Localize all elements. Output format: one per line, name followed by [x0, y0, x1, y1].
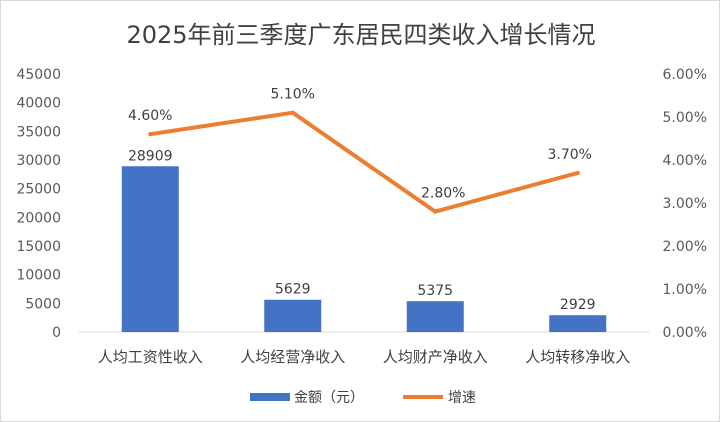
legend-label-line: 增速 — [448, 390, 476, 406]
right-tick-label: 5.00% — [663, 110, 707, 126]
line-value-label: 3.70% — [548, 147, 592, 163]
left-tick-label: 40000 — [16, 96, 61, 112]
bar-value-label: 28909 — [128, 148, 173, 164]
line-point — [575, 170, 580, 175]
category-label: 人均工资性收入 — [98, 348, 203, 366]
bar — [264, 299, 322, 332]
category-label: 人均转移净收入 — [525, 348, 630, 366]
bar-value-label: 5375 — [417, 283, 453, 299]
line-value-label: 2.80% — [421, 186, 465, 202]
left-tick-label: 20000 — [16, 210, 61, 226]
growth-line — [148, 110, 580, 214]
line-value-label: 4.60% — [128, 108, 172, 124]
line-series — [148, 110, 580, 214]
right-tick-label: 0.00% — [663, 325, 707, 341]
right-tick-label: 1.00% — [663, 282, 707, 298]
left-tick-label: 5000 — [25, 296, 61, 312]
legend: 金额（元） 增速 — [250, 390, 476, 406]
bar — [406, 301, 464, 332]
left-tick-label: 0 — [52, 325, 61, 341]
line-point — [433, 209, 438, 214]
left-tick-label: 15000 — [16, 239, 61, 255]
bar-value-label: 2929 — [560, 297, 596, 313]
line-point — [148, 132, 153, 137]
bar — [121, 166, 179, 332]
bar-data-labels: 28909 5629 5375 2929 — [128, 148, 596, 313]
left-tick-label: 10000 — [16, 268, 61, 284]
legend-swatch-bars — [250, 393, 290, 401]
right-axis-ticks: 0.00% 1.00% 2.00% 3.00% 4.00% 5.00% 6.00% — [663, 67, 707, 341]
bar — [549, 315, 607, 332]
bar-value-label: 5629 — [275, 282, 311, 298]
left-tick-label: 30000 — [16, 153, 61, 169]
right-tick-label: 3.00% — [663, 196, 707, 212]
left-axis-ticks: 0 5000 10000 15000 20000 25000 30000 35000 40000… — [16, 67, 61, 341]
line-value-label: 5.10% — [271, 87, 315, 103]
left-tick-label: 45000 — [16, 67, 61, 83]
line-point — [290, 110, 295, 115]
left-tick-label: 35000 — [16, 124, 61, 140]
category-labels: 人均工资性收入 人均经营净收入 人均财产净收入 人均转移净收入 — [98, 348, 631, 366]
chart-title: 2025年前三季度广东居民四类收入增长情况 — [126, 21, 595, 49]
right-tick-label: 6.00% — [663, 67, 707, 83]
left-tick-label: 25000 — [16, 182, 61, 198]
category-label: 人均经营净收入 — [240, 348, 345, 366]
bar-series — [121, 166, 607, 332]
category-label: 人均财产净收入 — [383, 348, 488, 366]
right-tick-label: 4.00% — [663, 153, 707, 169]
line-data-labels: 4.60% 5.10% 2.80% 3.70% — [128, 87, 592, 202]
legend-label-bars: 金额（元） — [294, 390, 364, 406]
right-tick-label: 2.00% — [663, 239, 707, 255]
